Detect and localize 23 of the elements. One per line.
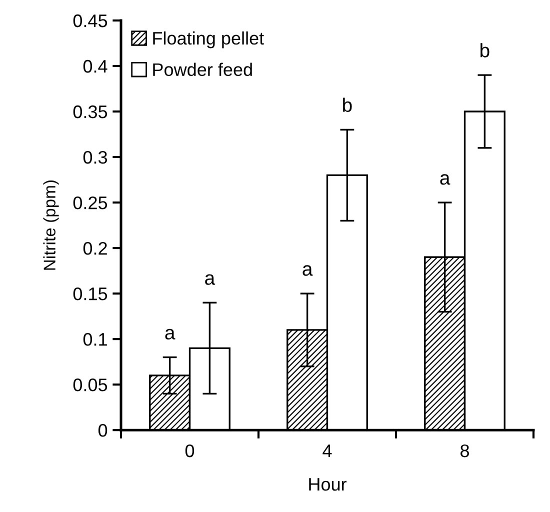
annotation: a [440,174,450,185]
y-tick-label: 0.25 [73,196,108,210]
y-tick-label: 0.45 [73,14,108,28]
y-tick-label: 0.4 [83,60,108,73]
annotation: a [165,328,176,340]
x-tick-label: 8 [460,444,469,458]
annotation: a [302,265,313,276]
x-axis-title: Hour [309,478,347,491]
x-tick-label: 4 [322,444,332,458]
x-tick-label: 0 [185,444,194,458]
legend-label: Powder feed [153,62,252,76]
y-axis-title: Nitrite (ppm) [43,180,59,270]
y-tick-label: 0.3 [83,150,108,164]
y-tick-label: 0.35 [73,105,108,118]
y-tick-label: 0.2 [83,242,107,255]
y-tick-label: 0.05 [73,378,108,392]
y-tick-label: 0 [98,424,108,437]
annotation: a [205,274,216,285]
y-tick-label: 0.1 [83,332,107,346]
annotation: b [343,98,352,112]
y-tick-label: 0.15 [73,287,108,300]
annotation: b [480,43,490,58]
legend-label: Floating pellet [153,31,264,48]
